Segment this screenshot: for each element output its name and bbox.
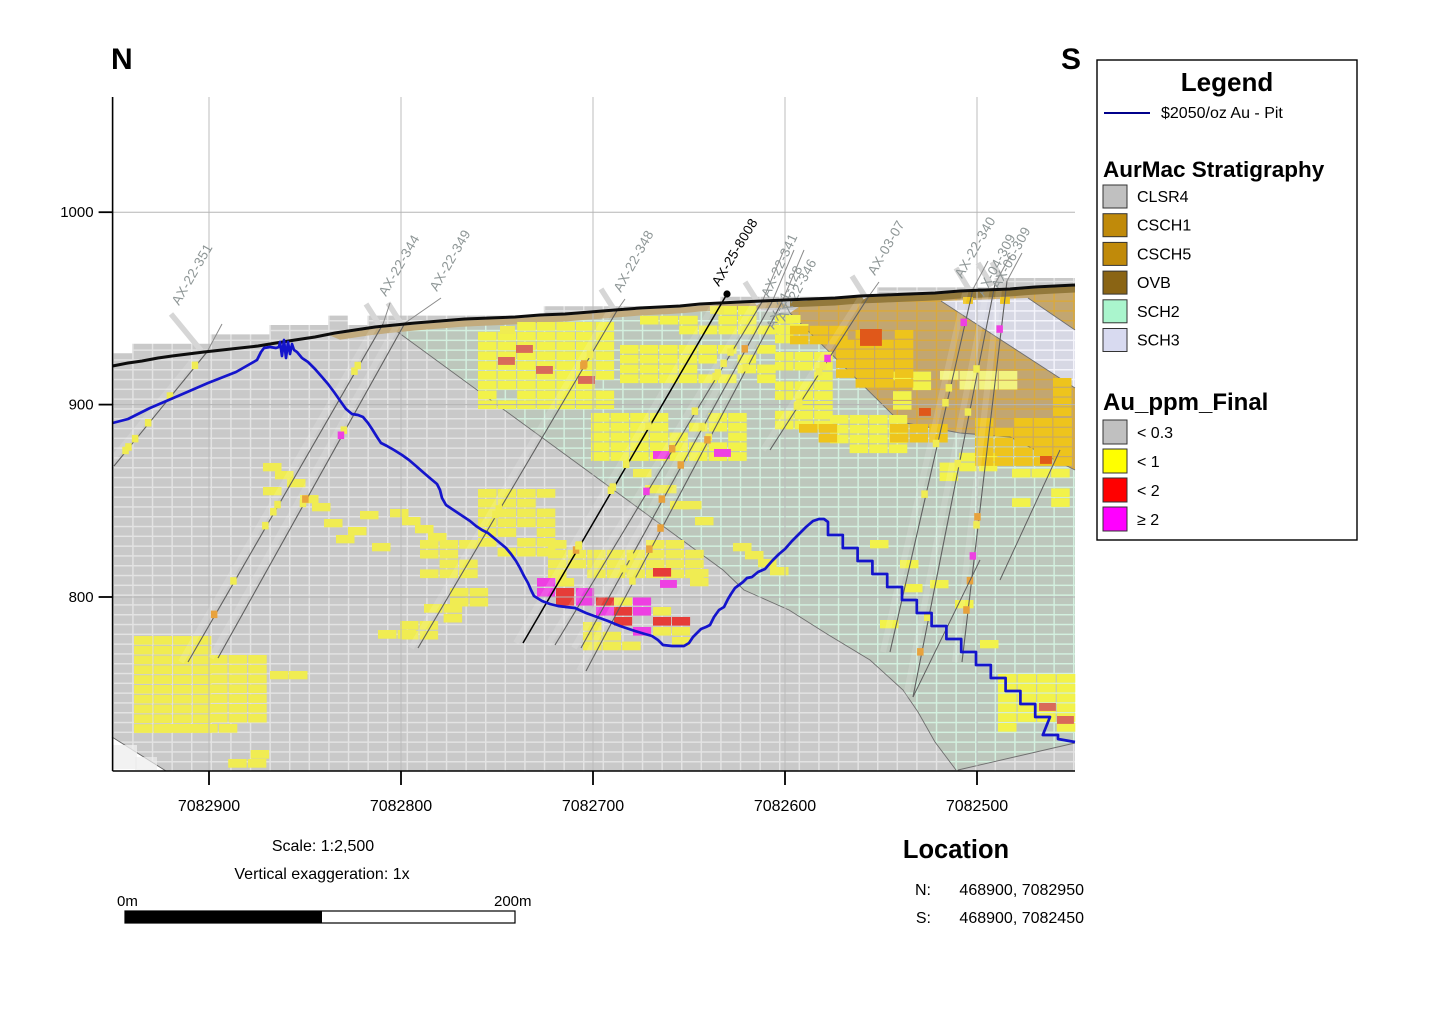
- svg-text:7082700: 7082700: [562, 798, 624, 815]
- svg-text:OVB: OVB: [1137, 275, 1171, 292]
- svg-text:7082500: 7082500: [946, 798, 1008, 815]
- svg-text:≥ 2: ≥ 2: [1137, 512, 1159, 529]
- svg-text:S: S: [1061, 43, 1081, 76]
- svg-text:800: 800: [69, 589, 94, 606]
- svg-text:Au_ppm_Final: Au_ppm_Final: [1103, 389, 1268, 416]
- svg-text:900: 900: [69, 397, 94, 414]
- svg-text:Legend: Legend: [1181, 67, 1273, 97]
- svg-text:468900, 7082950: 468900, 7082950: [959, 882, 1084, 899]
- svg-text:CSCH5: CSCH5: [1137, 246, 1191, 263]
- svg-text:< 1: < 1: [1137, 454, 1160, 471]
- svg-text:7082800: 7082800: [370, 798, 432, 815]
- svg-text:Location: Location: [903, 836, 1009, 864]
- svg-text:CLSR4: CLSR4: [1137, 189, 1189, 206]
- svg-text:S:: S:: [916, 910, 931, 927]
- svg-text:AurMac Stratigraphy: AurMac Stratigraphy: [1103, 157, 1325, 182]
- svg-text:N:: N:: [915, 882, 931, 899]
- svg-text:N: N: [111, 43, 133, 76]
- svg-text:SCH3: SCH3: [1137, 333, 1180, 350]
- svg-text:SCH2: SCH2: [1137, 304, 1180, 321]
- svg-text:Scale: 1:2,500: Scale: 1:2,500: [272, 838, 374, 855]
- svg-text:200m: 200m: [494, 893, 532, 910]
- svg-text:7082600: 7082600: [754, 798, 816, 815]
- svg-text:$2050/oz Au - Pit: $2050/oz Au - Pit: [1161, 105, 1283, 122]
- svg-text:< 2: < 2: [1137, 483, 1160, 500]
- svg-text:1000: 1000: [60, 204, 93, 221]
- svg-text:Vertical exaggeration: 1x: Vertical exaggeration: 1x: [234, 866, 409, 883]
- svg-text:468900, 7082450: 468900, 7082450: [959, 910, 1084, 927]
- svg-text:7082900: 7082900: [178, 798, 240, 815]
- svg-text:0m: 0m: [117, 893, 138, 910]
- svg-text:< 0.3: < 0.3: [1137, 425, 1173, 442]
- svg-text:CSCH1: CSCH1: [1137, 218, 1191, 235]
